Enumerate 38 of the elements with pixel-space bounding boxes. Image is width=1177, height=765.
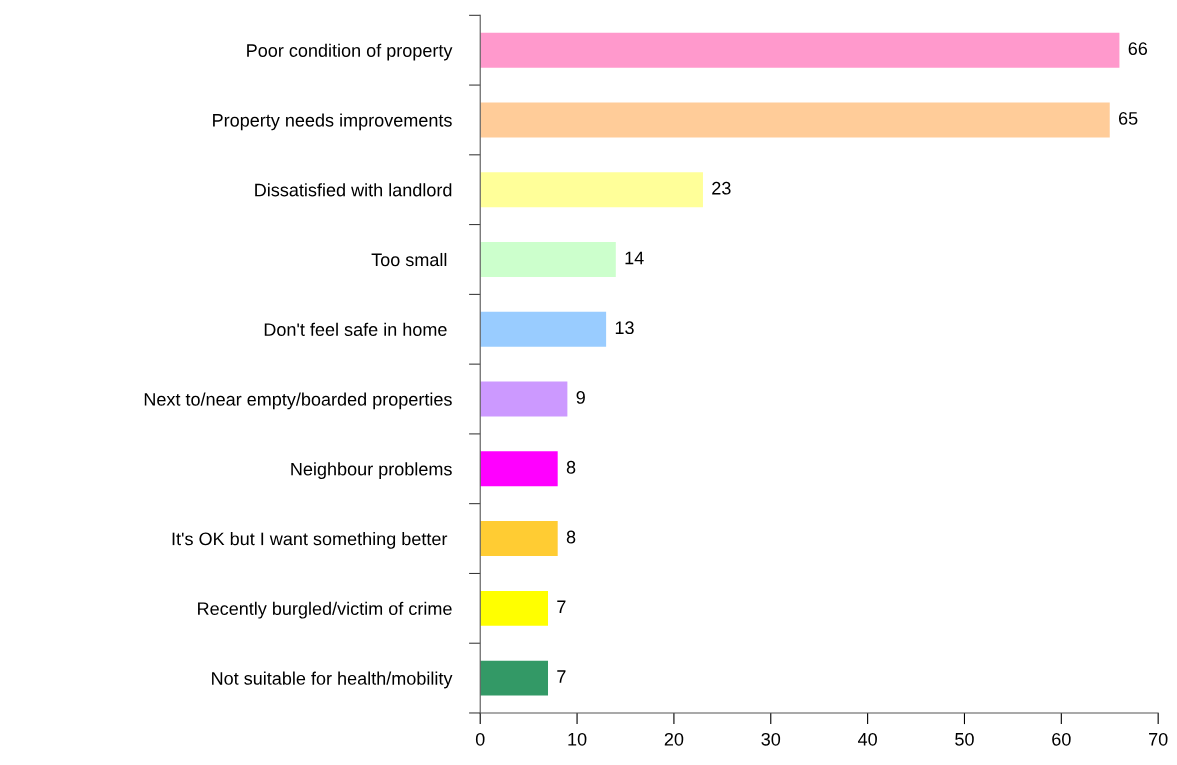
data-label: 66 (1128, 42, 1148, 56)
bar (480, 311, 607, 347)
data-label: 7 (557, 670, 566, 683)
bar (480, 521, 558, 556)
data-label: 9 (576, 391, 585, 404)
x-tick-label: 0 (475, 732, 485, 746)
bar (480, 102, 1110, 138)
x-tick-label: 20 (664, 732, 684, 746)
y-tick-label: Poor condition of property (247, 43, 453, 61)
y-tick-label: Dissatisfied with landlord (255, 183, 452, 197)
y-tick-label: Too small (371, 252, 447, 267)
data-label: 13 (615, 321, 634, 335)
bar (480, 590, 549, 626)
bar (480, 32, 1120, 68)
bar (480, 172, 703, 208)
y-tick-label: Don't feel safe in home (264, 322, 447, 336)
x-tick-label: 70 (1149, 732, 1168, 746)
data-label: 8 (566, 460, 576, 474)
bar (480, 242, 616, 277)
y-tick-label: Property needs improvements (213, 113, 452, 131)
data-label: 23 (712, 181, 731, 195)
bar (480, 660, 549, 696)
data-label: 8 (566, 530, 576, 544)
x-tick-label: 40 (857, 732, 877, 746)
bar (480, 451, 558, 487)
data-label: 14 (625, 251, 644, 265)
y-tick-label: Not suitable for health/mobility (212, 671, 453, 689)
x-tick-label: 30 (761, 732, 781, 746)
y-tick-label: It's OK but I want something better (172, 532, 448, 549)
y-tick-label: Recently burgled/victim of crime (198, 601, 452, 619)
x-tick-label: 50 (955, 732, 974, 746)
data-label: 65 (1118, 112, 1138, 125)
y-tick-label: Neighbour problems (291, 462, 452, 480)
y-tick-label: Next to/near empty/boarded properties (144, 392, 452, 410)
bar (480, 381, 568, 417)
x-tick-label: 10 (568, 732, 587, 746)
data-label: 7 (557, 600, 566, 613)
x-tick-label: 60 (1052, 732, 1071, 746)
